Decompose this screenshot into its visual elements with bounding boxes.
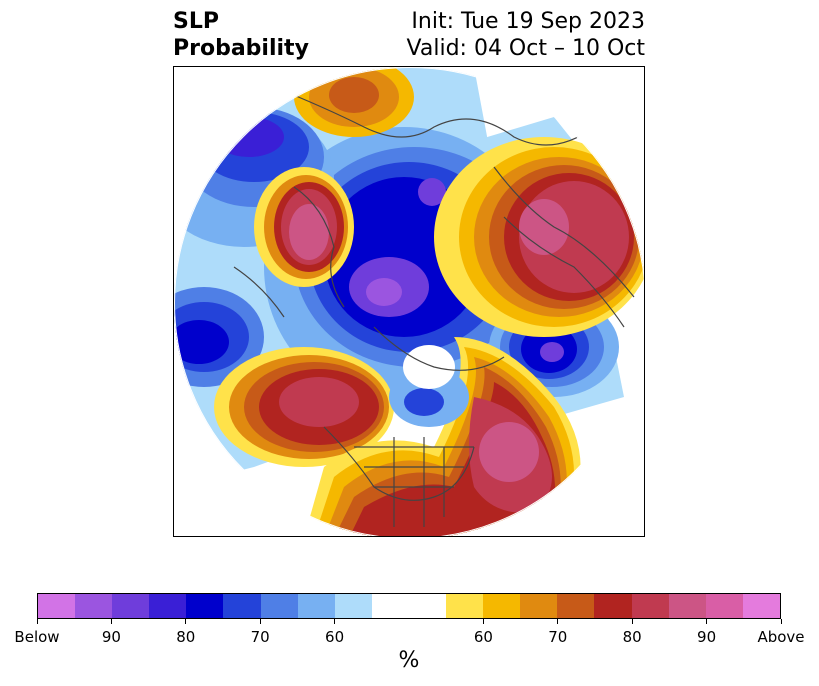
colorbar-tick-label: Above: [757, 628, 805, 646]
colorbar-segment: [223, 594, 261, 618]
colorbar-segment: [483, 594, 521, 618]
colorbar-segment: [371, 594, 409, 618]
title-product: Probability: [173, 36, 309, 61]
map-title: SLP Probability: [173, 8, 309, 62]
colorbar-tick-label: 80: [176, 628, 196, 646]
colorbar-tick-label: Below: [14, 628, 60, 646]
colorbar-tick-label: 60: [473, 628, 493, 646]
colorbar-segment: [557, 594, 595, 618]
colorbar-segment: [186, 594, 224, 618]
colorbar-tick-label: 70: [548, 628, 568, 646]
colorbar-segment: [112, 594, 150, 618]
colorbar-segment: [520, 594, 558, 618]
init-date: Init: Tue 19 Sep 2023: [411, 9, 645, 34]
colorbar-segment: [446, 594, 484, 618]
colorbar-segment: [334, 594, 372, 618]
colorbar-segment: [594, 594, 632, 618]
colorbar-tick: [259, 619, 261, 624]
colorbar-segment: [668, 594, 706, 618]
colorbar-tick: [185, 619, 187, 624]
colorbar-unit: %: [398, 648, 420, 673]
colorbar-segment: [149, 594, 187, 618]
colorbar-segment: [631, 594, 669, 618]
colorbar-segment: [408, 594, 447, 618]
probability-map: [174, 67, 644, 536]
colorbar-tick: [780, 619, 782, 624]
colorbar-segment: [705, 594, 743, 618]
colorbar-segment: [75, 594, 113, 618]
colorbar-tick: [36, 619, 38, 624]
colorbar-tick-label: 90: [697, 628, 717, 646]
valid-range: Valid: 04 Oct – 10 Oct: [406, 36, 645, 61]
colorbar: [37, 593, 781, 619]
colorbar-tick-label: 60: [325, 628, 345, 646]
probability-field: [174, 67, 644, 536]
colorbar-segment: [742, 594, 780, 618]
title-variable: SLP: [173, 9, 219, 34]
colorbar-segment: [297, 594, 335, 618]
colorbar-tick: [706, 619, 708, 624]
colorbar-segment: [38, 594, 76, 618]
colorbar-tick: [110, 619, 112, 624]
colorbar-tick: [631, 619, 633, 624]
colorbar-tick-label: 90: [101, 628, 121, 646]
colorbar-tick-label: 70: [250, 628, 270, 646]
colorbar-tick: [557, 619, 559, 624]
coastlines: [233, 86, 635, 527]
colorbar-tick-label: 80: [622, 628, 642, 646]
colorbar-segment: [260, 594, 298, 618]
polar-map: [173, 66, 645, 537]
colorbar-tick: [482, 619, 484, 624]
map-dates: Init: Tue 19 Sep 2023 Valid: 04 Oct – 10…: [407, 8, 645, 62]
colorbar-tick: [334, 619, 336, 624]
